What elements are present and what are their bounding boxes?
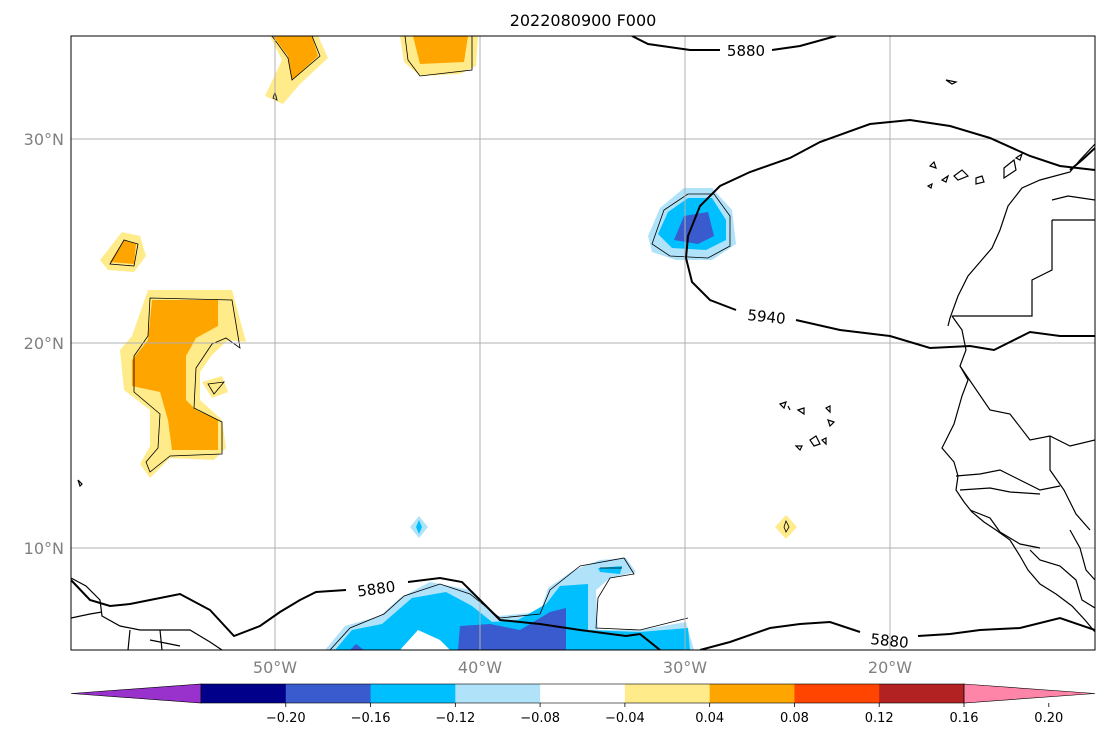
colorbar-segment <box>794 684 880 703</box>
colorbar-tick-label: 0.16 <box>950 711 979 726</box>
colorbar-extend-high <box>963 683 1096 704</box>
colorbar-tick-label: 0.08 <box>780 711 809 726</box>
positive-anomaly-left-large <box>120 290 246 478</box>
lon-label-20w: 20°W <box>868 658 912 677</box>
positive-anomaly-diamond <box>775 515 797 539</box>
colorbar-segment <box>285 684 372 703</box>
colorbar-extend-low <box>70 683 202 704</box>
graticule <box>71 36 1095 650</box>
plot-frame <box>70 35 1096 651</box>
positive-anomaly-top-left <box>265 36 328 104</box>
colorbar-segment <box>201 684 287 703</box>
colorbar-tick-label: 0.04 <box>695 711 724 726</box>
lat-label-10n: 10°N <box>24 539 64 558</box>
lon-label-30w: 30°W <box>663 658 707 677</box>
colorbar-tick-label: 0.12 <box>865 711 894 726</box>
colorbar-frame <box>200 683 965 704</box>
colorbar-tick-label: 0.20 <box>1034 711 1063 726</box>
colorbar-tick-label: −0.04 <box>605 711 645 726</box>
contour-label-5880-bottom-left: 5880 <box>356 577 396 600</box>
colorbar: −0.20 −0.16 −0.12 −0.08 −0.04 0.04 0.08 0.12 0.1… <box>70 683 1096 726</box>
negative-anomaly-diamond-core <box>416 520 422 534</box>
negative-anomaly-bottom <box>325 557 694 650</box>
positive-anomaly-top-center <box>400 36 478 77</box>
colorbar-segment <box>540 684 626 703</box>
lat-label-30n: 30°N <box>24 130 64 149</box>
lat-label-20n: 20°N <box>24 334 64 353</box>
positive-anomaly-left-small <box>100 232 146 272</box>
map-title: 2022080900 F000 <box>510 11 657 30</box>
lon-label-50w: 50°W <box>253 658 297 677</box>
colorbar-tick-label: −0.08 <box>520 711 560 726</box>
coastlines <box>71 79 1095 650</box>
colorbar-segment <box>455 684 541 703</box>
contour-label-5880-top: 5880 <box>727 42 765 60</box>
colorbar-segment <box>709 684 795 703</box>
colorbar-segment <box>370 684 456 703</box>
height-contours <box>71 36 1095 650</box>
contour-label-5940: 5940 <box>747 306 787 328</box>
plot-area <box>71 36 1095 650</box>
colorbar-tick-label: −0.16 <box>351 711 391 726</box>
colorbar-segment <box>624 684 711 703</box>
contour-label-5880-bottom-right: 5880 <box>870 630 910 652</box>
lon-label-40w: 40°W <box>458 658 502 677</box>
colorbar-segment <box>879 684 965 703</box>
colorbar-tick-label: −0.20 <box>266 711 306 726</box>
colorbar-tick-label: −0.12 <box>435 711 475 726</box>
